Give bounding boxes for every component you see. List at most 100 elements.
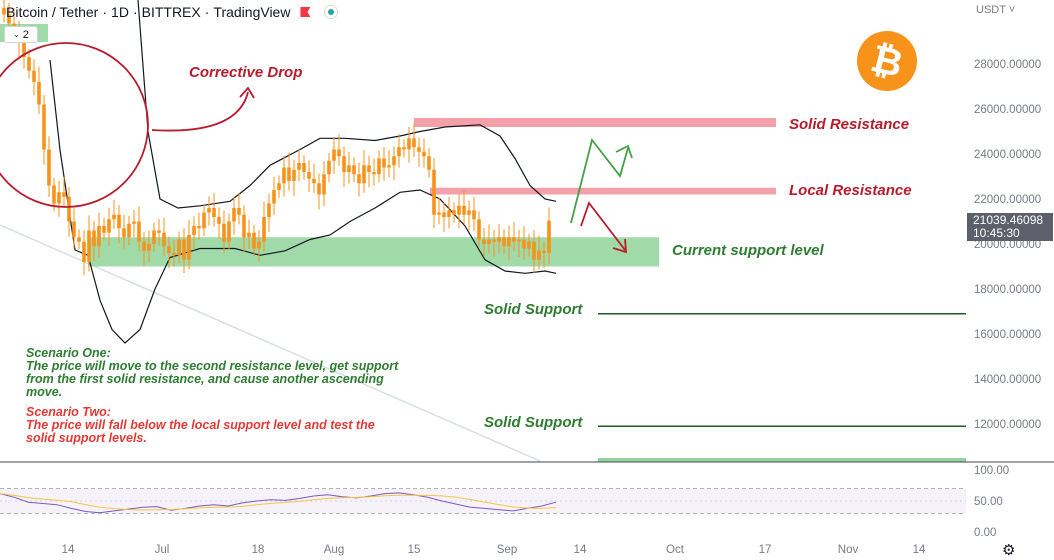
candle-body	[332, 149, 336, 161]
interval-label[interactable]: 1D	[111, 4, 129, 20]
chart-header: Bitcoin / Tether · 1D · BITTREX · Tradin…	[6, 4, 339, 20]
candle-body	[232, 208, 236, 222]
candle-body	[392, 156, 396, 166]
market-status-icon[interactable]	[324, 5, 339, 19]
candle-body	[67, 196, 71, 222]
candle-body	[327, 160, 331, 175]
candle-body	[372, 172, 376, 175]
candle-body	[492, 239, 496, 242]
candle-body	[137, 221, 141, 242]
candle-body	[382, 158, 386, 168]
scenario-two: Scenario Two: The price will fall below …	[26, 406, 406, 445]
candle-body	[527, 241, 531, 249]
candle-body	[267, 203, 271, 217]
candle-body	[487, 239, 491, 244]
price-tick-label: 18000.00000	[974, 284, 1041, 296]
corrective-drop-circle	[0, 42, 149, 208]
rsi-tick-label: 0.00	[974, 527, 996, 539]
candle-body	[92, 230, 96, 247]
candle-body	[167, 246, 171, 253]
symbol-name[interactable]: Bitcoin / Tether	[6, 4, 99, 20]
candle-body	[272, 190, 276, 204]
rsi-tick-label: 50.00	[974, 496, 1003, 508]
candle-body	[77, 237, 81, 242]
candle-body	[217, 217, 221, 224]
scenario-two-title: Scenario Two:	[26, 405, 111, 419]
candle-body	[547, 220, 551, 253]
corrective-drop-arrow	[151, 91, 249, 132]
candle-body	[142, 241, 146, 251]
candle-body	[182, 239, 186, 260]
time-tick-label: Aug	[324, 544, 344, 556]
candle-body	[377, 158, 381, 175]
candle-body	[457, 205, 461, 215]
time-tick-label: Nov	[838, 544, 859, 556]
candle-body	[177, 239, 181, 256]
candle-body	[482, 239, 486, 244]
candle-body	[417, 147, 421, 152]
candle-body	[407, 138, 411, 150]
candle-body	[302, 163, 306, 172]
bollinger-lower-band	[49, 59, 557, 344]
rsi-line	[0, 492, 557, 514]
candle-body	[7, 14, 11, 24]
scenario-one-title: Scenario One:	[26, 346, 111, 360]
candle-body	[37, 82, 41, 105]
candle-body	[477, 219, 481, 240]
flag-icon[interactable]	[300, 7, 311, 17]
price-tick-label: 26000.00000	[974, 104, 1041, 116]
candle-body	[247, 232, 251, 238]
candle-body	[187, 235, 191, 260]
candle-body	[192, 226, 196, 235]
candle-body	[342, 156, 346, 172]
bullish-arrowhead	[615, 144, 633, 159]
candle-body	[347, 165, 351, 172]
candle-body	[437, 212, 441, 215]
candle-body	[387, 165, 391, 168]
candle-body	[287, 167, 291, 181]
platform-label: TradingView	[213, 4, 291, 20]
time-tick-label: Oct	[666, 544, 685, 556]
local-resistance-zone	[430, 187, 776, 195]
candle-body	[412, 138, 416, 148]
bearish-scenario-arrow	[580, 201, 626, 251]
time-tick-label: Sep	[497, 544, 517, 556]
candle-body	[297, 163, 301, 170]
candle-body	[397, 147, 401, 157]
price-tick-label: 24000.00000	[974, 149, 1041, 161]
bullish-scenario-arrow	[570, 137, 629, 224]
candle-body	[307, 172, 311, 179]
candle-body	[237, 208, 241, 215]
candle-body	[62, 192, 66, 197]
gear-icon[interactable]: ⚙	[1002, 542, 1016, 559]
candle-body	[82, 241, 86, 262]
candle-body	[162, 232, 166, 247]
indicators-toggle[interactable]: ⌄ 2	[4, 26, 38, 43]
time-tick-label: 14	[62, 544, 75, 556]
candle-body	[362, 165, 366, 184]
candle-body	[542, 250, 546, 253]
candle-body	[52, 185, 56, 204]
price-tick-label: 12000.00000	[974, 419, 1041, 431]
candle-body	[122, 228, 126, 238]
candle-body	[352, 165, 356, 175]
time-tick-label: 14	[574, 544, 587, 556]
last-price-tag: 21039.46098 10:45:30	[967, 213, 1053, 241]
candle-body	[427, 156, 431, 170]
candle-body	[242, 214, 246, 238]
header-separator: ·	[102, 4, 108, 20]
solid-support-label: Solid Support	[484, 414, 583, 431]
candle-body	[127, 223, 131, 238]
candle-body	[147, 244, 151, 251]
candle-body	[202, 212, 206, 229]
solid-resistance-zone	[414, 118, 776, 127]
candle-body	[497, 237, 501, 242]
candle-body	[2, 7, 6, 15]
candle-body	[227, 221, 231, 242]
bollinger-upper-band	[137, 0, 557, 209]
currency-label: USDT	[976, 4, 1006, 16]
candle-body	[47, 149, 51, 186]
currency-selector[interactable]: USDT ˅	[976, 4, 1015, 16]
candle-body	[422, 151, 426, 157]
candle-body	[172, 253, 176, 256]
